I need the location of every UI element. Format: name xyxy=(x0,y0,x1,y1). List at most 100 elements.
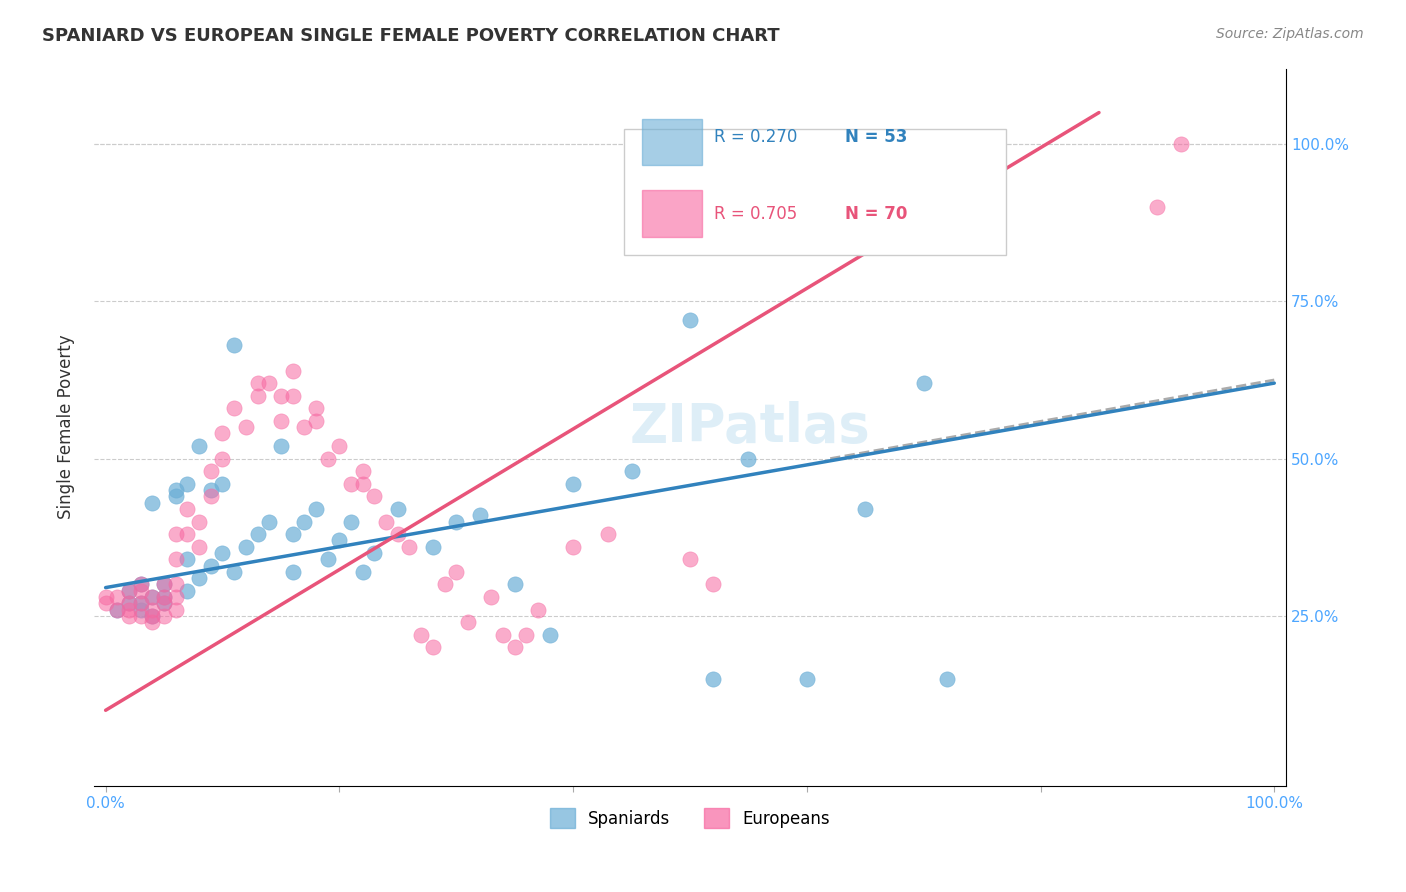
Point xyxy=(737,451,759,466)
Point xyxy=(141,590,163,604)
Point xyxy=(936,672,959,686)
Point xyxy=(912,376,935,390)
Point xyxy=(352,464,374,478)
Point xyxy=(94,590,117,604)
Point xyxy=(598,527,620,541)
Point xyxy=(165,577,187,591)
Point xyxy=(620,464,643,478)
Point xyxy=(352,565,374,579)
Point xyxy=(129,583,152,598)
Point xyxy=(141,496,163,510)
Point xyxy=(292,515,315,529)
Point xyxy=(141,590,163,604)
Text: R = 0.705: R = 0.705 xyxy=(714,205,797,223)
Point xyxy=(1170,136,1192,151)
Point xyxy=(188,515,211,529)
Point xyxy=(176,476,198,491)
Point xyxy=(527,602,550,616)
Point xyxy=(305,502,328,516)
Point xyxy=(141,615,163,630)
Point xyxy=(422,540,444,554)
Point xyxy=(176,527,198,541)
Point xyxy=(165,527,187,541)
Point xyxy=(340,476,363,491)
Point xyxy=(118,602,141,616)
FancyBboxPatch shape xyxy=(643,119,702,165)
Point xyxy=(176,502,198,516)
Point xyxy=(235,540,257,554)
Point xyxy=(165,602,187,616)
Point xyxy=(281,565,304,579)
Point xyxy=(224,565,246,579)
Point xyxy=(105,590,128,604)
Point xyxy=(246,376,269,390)
Point xyxy=(270,414,292,428)
Text: SPANIARD VS EUROPEAN SINGLE FEMALE POVERTY CORRELATION CHART: SPANIARD VS EUROPEAN SINGLE FEMALE POVER… xyxy=(42,27,780,45)
Point xyxy=(257,515,280,529)
Point xyxy=(679,552,702,566)
Point xyxy=(328,439,350,453)
Point xyxy=(211,426,233,441)
Point xyxy=(235,420,257,434)
Point xyxy=(316,552,339,566)
Point xyxy=(153,596,176,610)
Point xyxy=(129,608,152,623)
Point xyxy=(457,615,479,630)
Point xyxy=(492,628,515,642)
Point xyxy=(422,640,444,655)
Point xyxy=(211,476,233,491)
Point xyxy=(281,527,304,541)
Point xyxy=(515,628,537,642)
Legend: Spaniards, Europeans: Spaniards, Europeans xyxy=(543,801,837,835)
Point xyxy=(363,546,385,560)
Point xyxy=(398,540,420,554)
Y-axis label: Single Female Poverty: Single Female Poverty xyxy=(58,334,75,519)
Point xyxy=(118,596,141,610)
Point xyxy=(270,389,292,403)
Point xyxy=(433,577,456,591)
FancyBboxPatch shape xyxy=(643,191,702,237)
Point xyxy=(129,577,152,591)
Point xyxy=(94,596,117,610)
Point xyxy=(165,489,187,503)
Point xyxy=(153,577,176,591)
Point xyxy=(105,602,128,616)
Point xyxy=(363,489,385,503)
Text: N = 70: N = 70 xyxy=(845,205,907,223)
Point xyxy=(305,414,328,428)
Point xyxy=(129,596,152,610)
Point xyxy=(702,577,724,591)
Point xyxy=(176,552,198,566)
Point xyxy=(503,640,526,655)
Point xyxy=(281,363,304,377)
Point xyxy=(375,515,398,529)
Point xyxy=(562,540,585,554)
Point xyxy=(118,608,141,623)
Point xyxy=(538,628,561,642)
Point xyxy=(387,527,409,541)
Point xyxy=(224,338,246,352)
Point xyxy=(153,590,176,604)
Point xyxy=(129,596,152,610)
Point xyxy=(503,577,526,591)
Point xyxy=(411,628,433,642)
Point xyxy=(270,439,292,453)
Point xyxy=(188,439,211,453)
Point xyxy=(562,476,585,491)
Text: Source: ZipAtlas.com: Source: ZipAtlas.com xyxy=(1216,27,1364,41)
Point xyxy=(141,608,163,623)
Point xyxy=(387,502,409,516)
Point xyxy=(118,583,141,598)
Point xyxy=(129,577,152,591)
Point xyxy=(340,515,363,529)
Point xyxy=(105,602,128,616)
Point xyxy=(165,552,187,566)
Point xyxy=(224,401,246,416)
Point xyxy=(188,540,211,554)
Point xyxy=(118,596,141,610)
Text: R = 0.270: R = 0.270 xyxy=(714,128,797,145)
Point xyxy=(316,451,339,466)
Text: ZIPatlas: ZIPatlas xyxy=(628,401,870,453)
Point xyxy=(246,527,269,541)
Point xyxy=(468,508,491,523)
